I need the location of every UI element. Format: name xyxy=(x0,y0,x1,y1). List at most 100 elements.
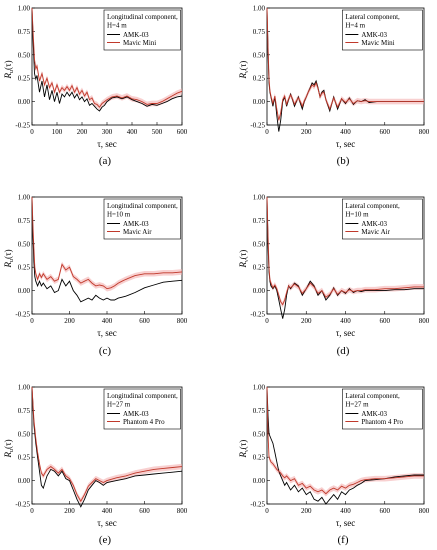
x-tick-label: 100 xyxy=(52,128,63,136)
x-axis-label: τ, sec xyxy=(336,518,356,528)
y-tick-label: 0.00 xyxy=(253,98,266,106)
legend-entry: AMK-03 xyxy=(361,31,387,39)
series-line-drone xyxy=(31,196,183,290)
chart-panel-5: 0 200 400 600 800 -0.25 0.00 0.25 0.50 0.75 1.00 τ,… xyxy=(3,384,188,547)
chart-panel-3: 0 200 400 600 800 -0.25 0.00 0.25 0.50 0.75 1.00 τ,… xyxy=(3,194,188,358)
x-tick-label: 200 xyxy=(301,128,312,136)
legend-title-line: H=10 m xyxy=(107,211,131,219)
x-tick-label: 500 xyxy=(152,128,163,136)
chart-panel-6: 0 200 400 600 800 -0.25 0.00 0.25 0.50 0.75 1.00 τ,… xyxy=(238,384,430,547)
x-tick-label: 400 xyxy=(340,317,351,325)
legend-entry: Phantom 4 Pro xyxy=(361,418,403,426)
y-tick-label: 0.75 xyxy=(253,217,266,225)
legend-title-line: H=4 m xyxy=(345,22,365,30)
y-tick-label: 0.75 xyxy=(18,217,31,225)
legend-title-line: H=27 m xyxy=(107,401,131,409)
x-tick-label: 600 xyxy=(139,317,150,325)
y-tick-label: 0.00 xyxy=(18,287,31,295)
legend-box xyxy=(103,9,181,51)
legend-entry: AMK-03 xyxy=(123,410,149,418)
y-tick-label: 0.50 xyxy=(18,240,31,248)
legend-title-line: Longitudinal component, xyxy=(107,13,178,21)
y-tick-label: 0.75 xyxy=(18,28,31,36)
y-tick-label: -0.25 xyxy=(15,311,30,319)
chart-panel-2: 0 200 400 600 800 -0.25 0.00 0.25 0.50 0.75 1.00 τ,… xyxy=(238,5,430,168)
legend-box xyxy=(342,198,423,240)
x-tick-label: 0 xyxy=(30,317,34,325)
y-tick-label: 1.00 xyxy=(253,194,266,202)
y-tick-label: 0.25 xyxy=(18,75,31,83)
y-tick-label: 0.25 xyxy=(253,264,266,272)
x-tick-label: 200 xyxy=(301,507,312,515)
x-tick-label: 600 xyxy=(177,128,188,136)
y-tick-label: -0.25 xyxy=(250,311,265,319)
y-tick-label: 0.25 xyxy=(253,454,266,462)
y-tick-label: -0.25 xyxy=(250,122,265,130)
x-tick-label: 200 xyxy=(64,317,75,325)
y-tick-label: 0.25 xyxy=(253,75,266,83)
x-tick-label: 400 xyxy=(340,507,351,515)
x-tick-label: 300 xyxy=(102,128,113,136)
y-tick-label: -0.25 xyxy=(15,122,30,130)
legend-entry: AMK-03 xyxy=(361,410,387,418)
x-tick-label: 600 xyxy=(380,507,391,515)
legend-entry: AMK-03 xyxy=(123,31,149,39)
x-tick-label: 800 xyxy=(419,507,430,515)
y-axis-label: Ru(τ) xyxy=(3,249,15,268)
legend-title-line: Lateral component, xyxy=(345,13,400,21)
panel-caption: (e) xyxy=(99,534,112,546)
legend-title-line: H=10 m xyxy=(345,211,369,219)
y-tick-label: 0.75 xyxy=(18,407,31,415)
x-tick-label: 400 xyxy=(127,128,138,136)
panel-caption: (c) xyxy=(99,345,112,357)
x-tick-label: 800 xyxy=(177,317,188,325)
x-tick-label: 800 xyxy=(419,317,430,325)
series-line-amk03 xyxy=(266,196,424,319)
legend-box xyxy=(342,9,423,51)
y-tick-label: 0.75 xyxy=(253,407,266,415)
x-tick-label: 200 xyxy=(64,507,75,515)
panel-caption: (a) xyxy=(99,155,112,167)
y-tick-label: 1.00 xyxy=(18,5,31,13)
y-tick-label: 0.75 xyxy=(253,28,266,36)
y-tick-label: 0.50 xyxy=(253,51,266,59)
legend-title-line: Lateral component, xyxy=(345,392,400,400)
legend-box xyxy=(103,198,181,240)
y-tick-label: 1.00 xyxy=(253,384,266,392)
x-tick-label: 0 xyxy=(265,507,269,515)
series-line-drone xyxy=(266,386,424,495)
chart-panel-4: 0 200 400 600 800 -0.25 0.00 0.25 0.50 0.75 1.00 τ,… xyxy=(238,194,430,358)
x-tick-label: 400 xyxy=(102,507,113,515)
y-tick-label: 0.00 xyxy=(18,477,31,485)
legend-entry: AMK-03 xyxy=(123,220,149,228)
drone-uncertainty-band xyxy=(267,8,424,124)
panel-caption: (f) xyxy=(338,534,349,546)
y-axis-label: Rv(τ) xyxy=(238,250,250,269)
y-tick-label: 1.00 xyxy=(253,5,266,13)
y-axis-label: Ru(τ) xyxy=(3,60,15,79)
y-axis-label: Rv(τ) xyxy=(238,61,250,80)
legend-title-line: Lateral component, xyxy=(345,202,400,210)
legend-entry: Mavic Mini xyxy=(123,39,156,47)
x-tick-label: 0 xyxy=(265,128,269,136)
y-tick-label: 0.00 xyxy=(253,287,266,295)
y-tick-label: 1.00 xyxy=(18,194,31,202)
legend-box xyxy=(103,388,181,430)
legend-entry: Mavic Air xyxy=(123,228,152,236)
legend-title-line: Longitudinal component, xyxy=(107,392,178,400)
x-tick-label: 600 xyxy=(380,128,391,136)
series-line-amk03 xyxy=(266,386,424,505)
legend-entry: Mavic Mini xyxy=(361,39,394,47)
x-tick-label: 600 xyxy=(380,317,391,325)
legend-box xyxy=(342,388,423,430)
y-tick-label: 1.00 xyxy=(18,384,31,392)
x-tick-label: 0 xyxy=(30,507,34,515)
x-tick-label: 400 xyxy=(102,317,113,325)
x-tick-label: 800 xyxy=(177,507,188,515)
series-line-drone xyxy=(266,196,424,306)
series-line-drone xyxy=(31,7,183,108)
x-axis-label: τ, sec xyxy=(97,139,117,149)
x-tick-label: 200 xyxy=(77,128,88,136)
x-tick-label: 600 xyxy=(139,507,150,515)
